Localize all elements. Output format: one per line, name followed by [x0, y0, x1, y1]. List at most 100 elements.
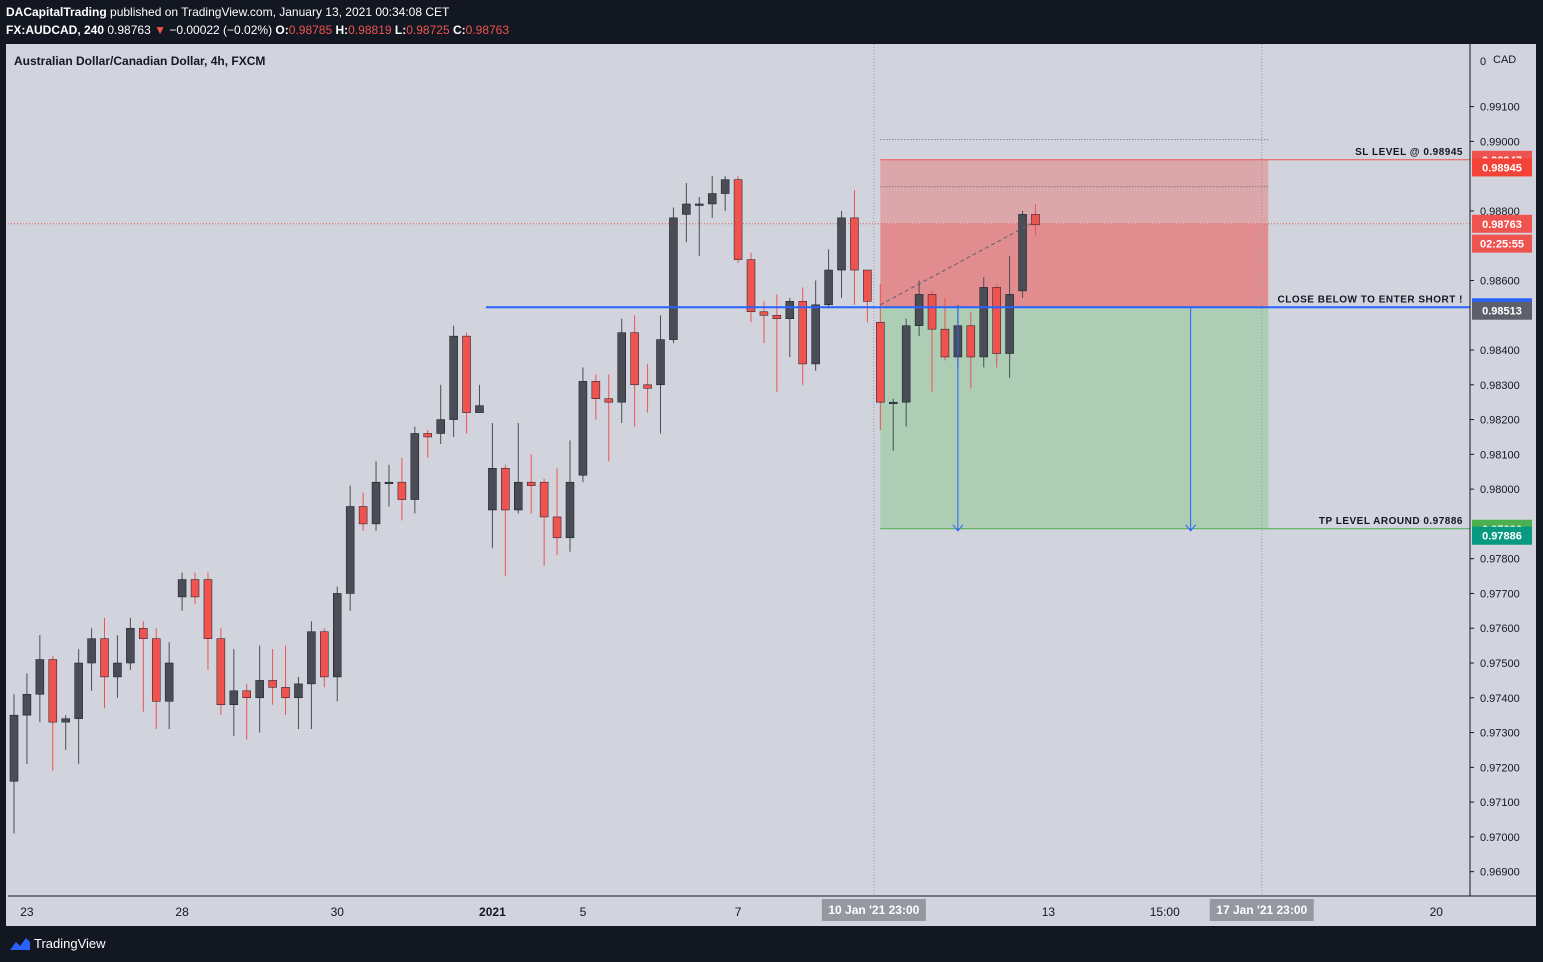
trend-line: [880, 220, 1036, 306]
candle-body: [449, 335, 458, 420]
candle-body: [113, 662, 122, 678]
candle-body: [74, 662, 83, 719]
y-tick-label: 0.98400: [1480, 345, 1520, 357]
candle-body: [87, 638, 96, 664]
price-tag-text: 0.98945: [1482, 162, 1522, 174]
candle-body: [139, 627, 148, 639]
y-tick-label: 0.97700: [1480, 588, 1520, 600]
close-label: C:: [452, 23, 466, 37]
candle-body: [423, 433, 433, 438]
candle-body: [320, 631, 329, 678]
candle-body: [501, 468, 510, 511]
open-label: O:: [275, 23, 289, 37]
time-marker-tag: [1209, 899, 1314, 921]
candle-body: [22, 694, 32, 716]
y-tick-label: 0.98000: [1480, 484, 1520, 496]
candle-body: [604, 398, 614, 403]
candle-body: [927, 294, 937, 330]
candle-body: [966, 325, 976, 358]
candle-body: [177, 579, 187, 598]
candle-body: [656, 339, 665, 386]
y-tick-label: 0.99000: [1480, 136, 1520, 148]
footer-brand[interactable]: TradingView: [34, 936, 106, 951]
candle-body: [1005, 294, 1014, 354]
arrow-head-icon: [1185, 524, 1197, 532]
high-label: H:: [335, 23, 349, 37]
time-marker-tag: [821, 899, 926, 921]
entry-label: CLOSE BELOW TO ENTER SHORT !: [1278, 294, 1463, 305]
candle-body: [888, 401, 898, 404]
ohlc-line: FX:AUDCAD, 240 0.98763 ▼ −0.00022 (−0.02…: [6, 23, 509, 37]
candle-body: [785, 301, 795, 319]
candle-body: [695, 203, 704, 206]
take-profit-label: TP LEVEL AROUND 0.97886: [1319, 516, 1463, 527]
last-price: 0.98763: [107, 23, 151, 37]
x-tick-label: 2021: [479, 905, 506, 919]
price-tag-text: 0.98763: [1482, 219, 1522, 231]
chart-area[interactable]: [6, 44, 1536, 926]
candle-body: [914, 294, 924, 326]
candle-body: [475, 405, 484, 413]
target-zone: [880, 307, 1269, 529]
y-tick-label: 0.97600: [1480, 623, 1520, 635]
price-tag: [1472, 301, 1532, 320]
x-tick-label: 15:00: [1150, 905, 1180, 919]
candle-body: [772, 314, 782, 319]
candle-body: [824, 269, 833, 306]
x-tick-label: 13: [1042, 905, 1056, 919]
candle-body: [1018, 214, 1027, 292]
symbol-label[interactable]: FX:AUDCAD, 240: [6, 23, 105, 37]
candle-body: [759, 311, 769, 316]
candle-body: [798, 301, 807, 365]
low-label: L:: [394, 23, 407, 37]
candle-body: [1031, 214, 1040, 226]
candle-body: [307, 631, 316, 685]
candle-body: [837, 217, 846, 271]
candle-body: [384, 481, 394, 484]
candle-body: [410, 433, 420, 500]
down-arrow-icon: ▼: [154, 23, 166, 37]
candle-body: [514, 481, 523, 511]
footer: [0, 926, 1543, 962]
publisher-name[interactable]: DACapitalTrading: [6, 5, 107, 19]
candle-body: [591, 381, 601, 399]
candle-body: [488, 468, 497, 511]
candle-body: [61, 718, 70, 723]
candle-body: [255, 680, 264, 699]
y-tick-label: 0.98600: [1480, 275, 1520, 287]
candle-body: [203, 579, 213, 639]
chart-title: Australian Dollar/Canadian Dollar, 4h, F…: [14, 54, 265, 68]
candle-body: [992, 287, 1001, 354]
candle-body: [126, 627, 135, 664]
candle-body: [358, 506, 368, 525]
candle-body: [526, 481, 536, 486]
price-tag-text: 02:25:55: [1480, 239, 1524, 251]
candle-body: [268, 680, 277, 688]
candle-body: [565, 481, 575, 539]
close-value: 0.98763: [465, 23, 510, 37]
published-text: published on TradingView.com, January 13…: [110, 5, 450, 19]
y-tick-label: 0.98200: [1480, 415, 1520, 427]
candle-body: [333, 593, 342, 678]
candle-body: [371, 481, 381, 525]
x-tick-label: 7: [735, 905, 742, 919]
y-tick-label: 0: [1480, 56, 1486, 68]
y-tick-label: 0.97100: [1480, 797, 1520, 809]
candle-body: [720, 179, 730, 194]
x-tick-label: 30: [331, 905, 345, 919]
stop-zone: [880, 159, 1269, 308]
y-tick-label: 0.98300: [1480, 380, 1520, 392]
candle-body: [48, 659, 58, 723]
candle-body: [190, 579, 200, 598]
price-tag-text: 0.97886: [1482, 531, 1522, 543]
candle-body: [552, 516, 562, 539]
loss-zone: [880, 223, 1269, 308]
candle-body: [539, 481, 549, 518]
candle-body: [436, 419, 445, 434]
candle-body: [669, 217, 678, 340]
candle-body: [707, 193, 717, 205]
stop-loss-label: SL LEVEL @ 0.98945: [1355, 147, 1463, 158]
candle-body: [35, 659, 45, 695]
y-tick-label: 0.97200: [1480, 762, 1520, 774]
